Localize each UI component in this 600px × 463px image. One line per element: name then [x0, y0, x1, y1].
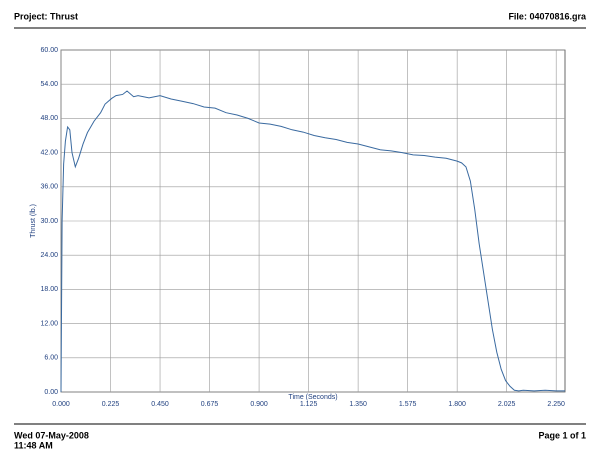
- x-tick-label: 2.250: [547, 401, 565, 408]
- y-tick-label: 18.00: [40, 286, 58, 293]
- y-tick-label: 36.00: [40, 184, 58, 191]
- x-tick-label: 1.575: [399, 401, 417, 408]
- x-tick-label: 0.450: [151, 401, 169, 408]
- y-tick-label: 60.00: [40, 47, 58, 54]
- x-tick-label: 0.900: [250, 401, 268, 408]
- y-axis-label: Thrust (lb.): [30, 204, 37, 238]
- x-tick-label: 2.025: [498, 401, 516, 408]
- footer-date: Wed 07-May-2008: [14, 430, 89, 440]
- x-tick-label: 1.350: [349, 401, 367, 408]
- y-tick-label: 6.00: [44, 355, 58, 362]
- footer-page: Page 1 of 1: [538, 430, 586, 440]
- y-tick-label: 0.00: [44, 389, 58, 396]
- y-tick-label: 48.00: [40, 115, 58, 122]
- thrust-line: [60, 90, 565, 393]
- x-tick-label: 0.675: [201, 401, 219, 408]
- project-label: Project: Thrust: [14, 11, 78, 21]
- x-tick-label: 1.800: [448, 401, 466, 408]
- y-tick-label: 54.00: [40, 81, 58, 88]
- y-tick-label: 42.00: [40, 149, 58, 156]
- y-tick-label: 30.00: [40, 218, 58, 225]
- y-tick-label: 12.00: [40, 320, 58, 327]
- file-label: File: 04070816.gra: [508, 11, 587, 21]
- x-tick-label: 1.125: [300, 401, 318, 408]
- footer-time: 11:48 AM: [14, 440, 53, 450]
- x-tick-label: 0.000: [52, 401, 70, 408]
- y-tick-label: 24.00: [40, 252, 58, 259]
- x-axis-label: Time (Seconds): [288, 394, 337, 401]
- x-tick-label: 0.225: [102, 401, 120, 408]
